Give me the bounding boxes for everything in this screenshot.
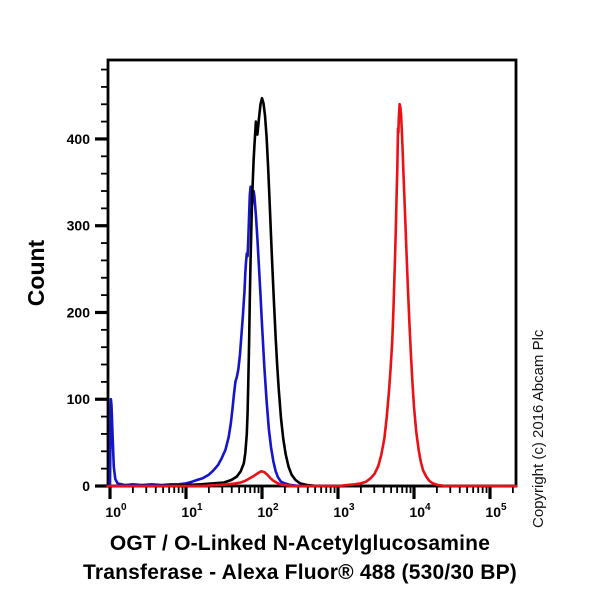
y-tick-label: 400 (67, 131, 91, 147)
y-tick-label: 300 (67, 218, 91, 234)
histogram-black-curve (106, 96, 518, 488)
copyright-text: Copyright (c) 2016 Abcam Plc (530, 329, 547, 528)
y-tick-label: 200 (67, 304, 91, 320)
y-tick-label: 0 (82, 478, 90, 494)
x-tick-label: 101 (181, 502, 203, 520)
y-tick-label: 100 (67, 391, 91, 407)
x-axis-title-line1: OGT / O-Linked N-Acetylglucosamine (109, 532, 491, 555)
x-tick-label: 102 (257, 502, 279, 520)
plot-frame (106, 58, 518, 488)
curves-layer (106, 96, 518, 488)
x-tick-label: 103 (333, 502, 355, 520)
x-tick-label: 104 (409, 502, 431, 520)
histogram-red-curve (106, 102, 518, 488)
y-axis-title: Count (23, 239, 49, 306)
histogram-blue-curve (106, 185, 340, 488)
x-tick-label: 100 (105, 502, 127, 520)
axes-layer: 0 100 200 300 400 100 101 102 103 104 105 (67, 58, 518, 520)
x-axis-title-line2: Transferase - Alexa Fluor® 488 (530/30 B… (83, 561, 517, 584)
x-tick-label: 105 (485, 502, 507, 520)
